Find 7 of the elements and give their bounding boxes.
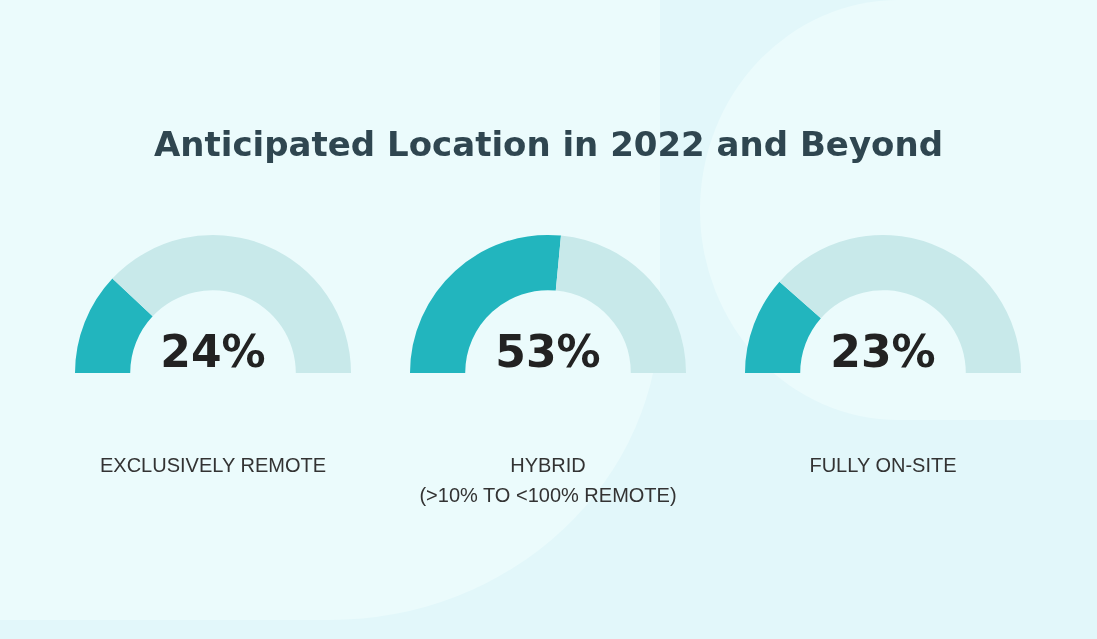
text: 53% [495,326,601,377]
text: 23% [830,326,936,377]
text: 24% [160,326,266,377]
text: EXCLUSIVELY REMOTE [99,453,327,478]
text: FULLY ON-SITE [808,453,958,478]
text: Anticipated Location in 2022 and Beyond [153,124,944,164]
text: HYBRID (>10% TO <100% REMOTE) [418,453,678,508]
